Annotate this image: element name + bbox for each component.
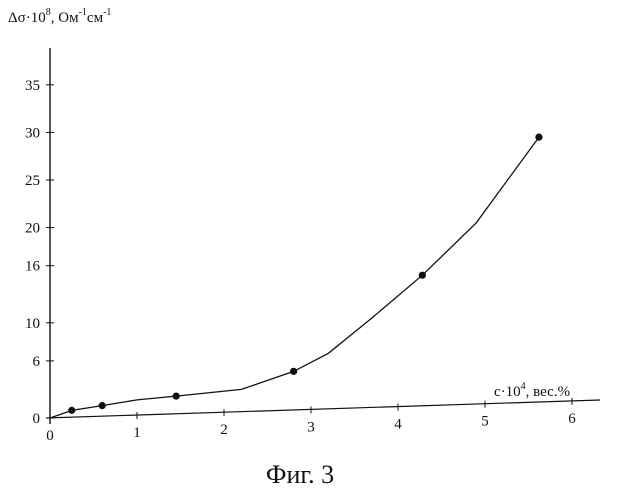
y-axis-label: Δσ·108, Ом-1см-1: [8, 7, 111, 26]
y-tick-label: 10: [25, 316, 40, 332]
data-point: [535, 134, 542, 141]
x-tick-label: 5: [481, 414, 489, 430]
x-ticks: 0 1 2 3 4 5 6: [46, 398, 576, 444]
x-tick-label: 1: [133, 425, 141, 441]
x-tick-label: 2: [220, 422, 228, 438]
y-tick-label: 30: [25, 125, 40, 141]
x-axis-label: c·104, вес.%: [494, 381, 570, 400]
data-point: [290, 368, 297, 375]
x-axis-line: [46, 400, 600, 418]
data-point: [419, 272, 426, 279]
y-tick-label: 20: [25, 221, 40, 237]
y-tick-label: 25: [25, 173, 40, 189]
y-tick-label: 16: [25, 259, 41, 275]
data-point: [99, 402, 106, 409]
x-tick-label: 6: [568, 411, 576, 427]
figure-caption: Фиг. 3: [0, 460, 600, 490]
y-tick-label: 35: [25, 78, 40, 94]
axes: [46, 48, 600, 424]
x-tick-label: 0: [46, 428, 54, 444]
series: [50, 134, 543, 418]
x-tick-label: 4: [394, 417, 402, 433]
data-point: [68, 407, 75, 414]
y-tick-label: 0: [33, 411, 41, 427]
x-tick-label: 3: [307, 419, 315, 435]
series-line: [50, 137, 539, 418]
data-point: [173, 393, 180, 400]
y-tick-label: 6: [33, 354, 41, 370]
